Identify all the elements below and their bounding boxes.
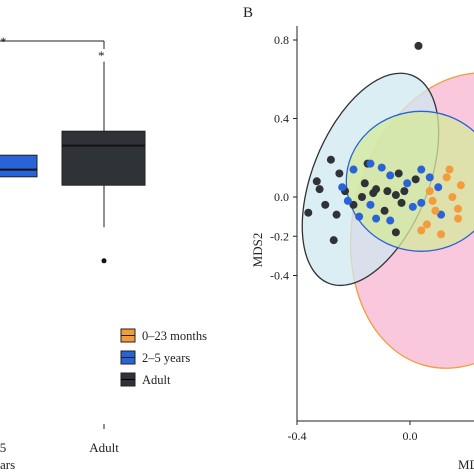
boxplot-layer [0,61,146,264]
point-2-5-years [434,183,443,192]
significance-star-left: * [0,34,7,49]
x-axis-label: MD [458,457,474,472]
point-2-5-years [343,196,352,205]
point-adult [304,208,313,217]
point-adult [414,41,423,50]
point-adult [335,169,344,178]
y-tick-label: -0.2 [270,229,289,243]
point-adult [397,198,406,207]
point-adult [357,193,366,201]
y-tick-label: -0.4 [270,269,289,283]
point-0-23-months [422,220,431,229]
y-tick-label: 0.4 [274,112,289,126]
point-0-23-months [437,230,446,239]
points-layer [304,41,465,245]
panel-letter: B [243,5,253,21]
point-adult [391,228,400,237]
point-2-5-years [377,163,386,172]
x-tick-label-adult: Adult [89,440,119,455]
point-0-23-months [456,181,465,190]
legend-item-2-5-years: 2–5 years [120,350,190,365]
point-adult [400,187,409,196]
point-0-23-months [425,187,434,196]
point-2-5-years [403,179,412,188]
point-0-23-months [431,206,440,215]
point-adult [329,236,338,245]
point-adult [394,169,403,178]
panel-b: B MDS2 MD 0.8 0.4 0.0 -0.2 -0.4 -0.4 0.0 [243,5,474,472]
point-0-23-months [417,226,426,235]
point-adult [380,206,389,215]
point-0-23-months [454,204,463,213]
point-adult [315,185,324,194]
legend-item-0-23-months: 0–23 months [120,328,207,343]
point-0-23-months [428,196,437,205]
point-adult [312,177,321,186]
point-0-23-months [454,214,463,223]
point-2-5-years [417,198,426,207]
axes-layer: 0.8 0.4 0.0 -0.2 -0.4 -0.4 0.0 [270,26,474,443]
legend-label-0-23-months: 0–23 months [142,329,207,343]
legend-label-2-5-years: 2–5 years [142,351,190,365]
significance-star-right: * [98,48,105,63]
point-adult [369,189,378,198]
x-tick-label: 0.0 [403,429,418,443]
point-2-5-years [372,214,381,223]
point-adult [360,179,369,188]
point-2-5-years [386,216,395,225]
point-adult [321,200,330,209]
point-2-5-years [366,200,375,209]
point-adult [391,191,400,200]
legend: 0–23 months 2–5 years Adult [120,328,207,387]
point-2-5-years [349,165,358,174]
point-adult [383,187,392,196]
legend-label-adult: Adult [142,373,171,387]
point-2-5-years [366,159,375,168]
legend-item-adult: Adult [120,372,171,387]
y-tick-label: 0.8 [274,33,289,47]
point-adult [349,200,358,209]
point-adult [411,175,420,184]
point-2-5-years [338,183,347,192]
point-0-23-months [442,173,451,182]
x-tick-label: -0.4 [288,429,307,443]
point-2-5-years [355,212,364,221]
panel-a: * * 0–23 months 2–5 years Adult 5 A [0,34,207,472]
point-adult [326,155,335,164]
point-2-5-years [437,210,446,219]
point-adult [332,210,341,219]
x-tick-label-partial: 5 [0,440,6,455]
box-adult [61,130,146,186]
point-0-23-months [448,193,457,201]
box-2-5-years [0,154,38,178]
point-2-5-years [408,202,417,211]
x-tick-label-partial-second-line: ars [0,457,15,472]
point-2-5-years [417,165,426,174]
point-2-5-years [425,173,434,182]
point-0-23-months [445,165,454,174]
box-outlier-adult [101,258,107,264]
y-tick-label: 0.0 [274,190,289,204]
y-axis-label: MDS2 [250,233,265,268]
point-2-5-years [386,171,395,180]
